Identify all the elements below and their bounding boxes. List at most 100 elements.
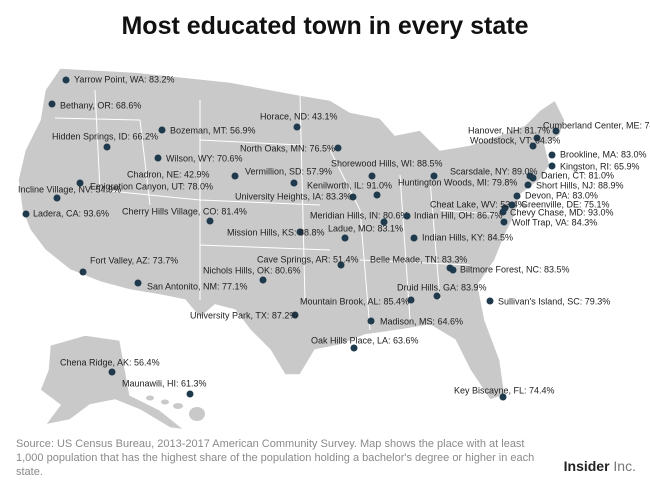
town-dot	[290, 179, 298, 187]
town-label: Mountain Brook, AL: 85.4%	[300, 296, 409, 306]
town-dot	[337, 261, 345, 269]
town-dot	[349, 193, 357, 201]
logo: Insider Inc.	[564, 458, 636, 474]
town-label: Indian Hills, KY: 84.5%	[422, 232, 513, 242]
town-dot	[296, 228, 304, 236]
town-dot	[108, 368, 116, 376]
town-label: Woodstock, VT: 64.3%	[470, 135, 560, 145]
town-label: University Heights, IA: 83.3%	[235, 191, 352, 201]
town-dot	[134, 279, 142, 287]
town-label: Indian Hill, OH: 86.7%	[414, 210, 503, 220]
town-dot	[154, 154, 162, 162]
town-label: San Antonito, NM: 77.1%	[147, 281, 248, 291]
town-dot	[380, 218, 388, 226]
town-dot	[206, 217, 214, 225]
town-label: Chevy Chase, MD: 93.0%	[510, 207, 614, 217]
town-dot	[524, 181, 532, 189]
state-borders	[54, 89, 506, 331]
town-label: Maunawili, HI: 61.3%	[122, 378, 207, 388]
town-label: Ladera, CA: 93.6%	[33, 208, 109, 218]
town-dot	[76, 179, 84, 187]
town-label: Devon, PA: 83.0%	[525, 190, 598, 200]
town-label: Bozeman, MT: 56.9%	[170, 125, 256, 135]
hawaii-island	[146, 395, 154, 401]
town-label: Meridian Hills, IN: 80.6%	[310, 210, 409, 220]
source: Source: US Census Bureau, 2013-2017 Amer…	[16, 438, 535, 478]
town-dot	[368, 172, 376, 180]
town-dot	[350, 344, 358, 352]
town-label: Cave Springs, AR: 51.4%	[257, 254, 359, 264]
town-label: Chena Ridge, AK: 56.4%	[60, 357, 160, 367]
logo-suffix: Inc.	[613, 458, 636, 474]
town-label: Greenville, DE: 75.1%	[521, 199, 610, 209]
town-dot	[158, 126, 166, 134]
town-dot	[53, 194, 61, 202]
town-label: Hidden Springs, ID: 66.2%	[52, 131, 158, 141]
town-dot	[103, 143, 111, 151]
town-label: Cherry Hills Village, CO: 81.4%	[122, 206, 247, 216]
town-dot	[449, 266, 457, 274]
town-dot	[291, 311, 299, 319]
hawaii	[146, 395, 205, 421]
logo-name: Insider	[563, 458, 610, 474]
town-dot	[486, 297, 494, 305]
town-label: Huntington Woods, MI: 79.8%	[398, 177, 517, 187]
town-label: Short Hills, NJ: 88.9%	[536, 180, 624, 190]
town-label: Oak Hills Place, LA: 63.6%	[311, 335, 419, 345]
town-dot	[500, 218, 508, 226]
town-label: Biltmore Forest, NC: 83.5%	[460, 264, 570, 274]
title: Most educated town in every state	[121, 12, 529, 40]
hawaii-island	[173, 403, 183, 409]
town-dot	[513, 192, 521, 200]
town-dot	[430, 172, 438, 180]
town-label: Key Biscayne, FL: 74.4%	[454, 385, 555, 395]
town-dot	[529, 174, 537, 182]
town-label: Druid Hills, GA: 83.9%	[397, 282, 487, 292]
town-dot	[548, 151, 556, 159]
town-dot	[367, 317, 375, 325]
town-label: Yarrow Point, WA: 83.2%	[74, 74, 175, 84]
town-dot	[508, 201, 516, 209]
town-dot	[403, 212, 411, 220]
town-label: Wolf Trap, VA: 84.3%	[512, 217, 597, 227]
town-label: Madison, MS: 64.6%	[380, 316, 463, 326]
town-dot	[407, 296, 415, 304]
town-dot	[48, 100, 56, 108]
town-label: Kenilworth, IL: 91.0%	[307, 180, 392, 190]
town-label: Cheat Lake, WV: 53.4%	[430, 199, 526, 209]
town-dot	[186, 390, 194, 398]
town-label: Fort Valley, AZ: 73.7%	[90, 255, 178, 265]
town-dot	[499, 393, 507, 401]
town-label: Incline Village, NV: 54.9%	[18, 184, 121, 194]
town-dot	[499, 208, 507, 216]
town-label: Emigration Canyon, UT: 78.0%	[90, 181, 213, 191]
town-dot	[341, 234, 349, 242]
town-label: Wilson, WY: 70.6%	[166, 153, 243, 163]
town-label: Kingston, RI: 65.9%	[560, 161, 640, 171]
town-label: Horace, ND: 43.1%	[260, 111, 338, 121]
us-mainland	[17, 67, 566, 401]
town-label: Chadron, NE: 42.9%	[127, 169, 210, 179]
town-dot	[334, 144, 342, 152]
town-label: Bethany, OR: 68.6%	[60, 100, 141, 110]
alaska	[39, 334, 188, 432]
town-dot	[293, 123, 301, 131]
town-dot	[22, 210, 30, 218]
town-dot	[373, 191, 381, 199]
town-dot	[62, 76, 70, 84]
town-label: Hanover, NH: 81.7%	[468, 125, 550, 135]
town-dot	[533, 134, 541, 142]
town-label: Mission Hills, KS: 88.8%	[227, 227, 325, 237]
town-label: Darien, CT: 81.0%	[541, 170, 614, 180]
town-dot	[548, 162, 556, 170]
town-label: North Oaks, MN: 76.5%	[240, 143, 335, 153]
town-dot	[231, 172, 239, 180]
hawaii-island	[189, 407, 205, 421]
town-dot	[79, 268, 87, 276]
town-dot	[259, 276, 267, 284]
hawaii-island	[161, 399, 169, 405]
town-dot	[552, 127, 560, 135]
town-label: Cumberland Center, ME: 74.4%	[543, 120, 650, 130]
